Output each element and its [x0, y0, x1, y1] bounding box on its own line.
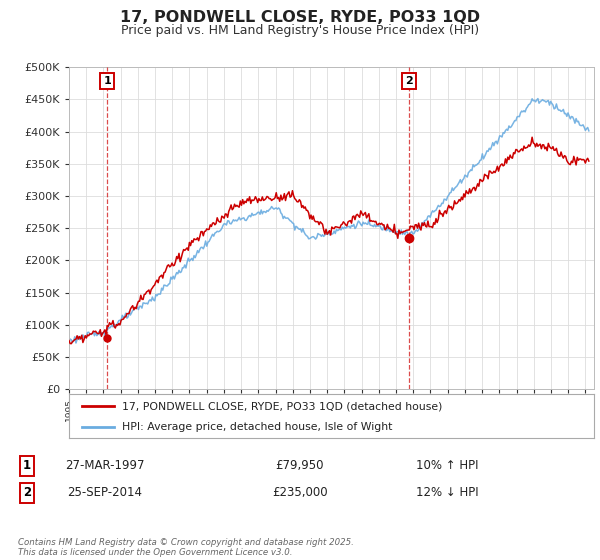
Text: 2: 2: [23, 486, 31, 500]
Text: £235,000: £235,000: [272, 486, 328, 500]
Text: 10% ↑ HPI: 10% ↑ HPI: [416, 459, 478, 473]
Text: 17, PONDWELL CLOSE, RYDE, PO33 1QD: 17, PONDWELL CLOSE, RYDE, PO33 1QD: [120, 10, 480, 25]
Text: 25-SEP-2014: 25-SEP-2014: [67, 486, 143, 500]
Text: 1: 1: [104, 76, 111, 86]
Text: £79,950: £79,950: [276, 459, 324, 473]
Text: 2: 2: [405, 76, 412, 86]
Text: 12% ↓ HPI: 12% ↓ HPI: [416, 486, 478, 500]
Text: 17, PONDWELL CLOSE, RYDE, PO33 1QD (detached house): 17, PONDWELL CLOSE, RYDE, PO33 1QD (deta…: [121, 402, 442, 412]
Text: 1: 1: [23, 459, 31, 473]
Text: Price paid vs. HM Land Registry's House Price Index (HPI): Price paid vs. HM Land Registry's House …: [121, 24, 479, 37]
Text: Contains HM Land Registry data © Crown copyright and database right 2025.
This d: Contains HM Land Registry data © Crown c…: [18, 538, 354, 557]
Text: 27-MAR-1997: 27-MAR-1997: [65, 459, 145, 473]
Text: HPI: Average price, detached house, Isle of Wight: HPI: Average price, detached house, Isle…: [121, 422, 392, 432]
